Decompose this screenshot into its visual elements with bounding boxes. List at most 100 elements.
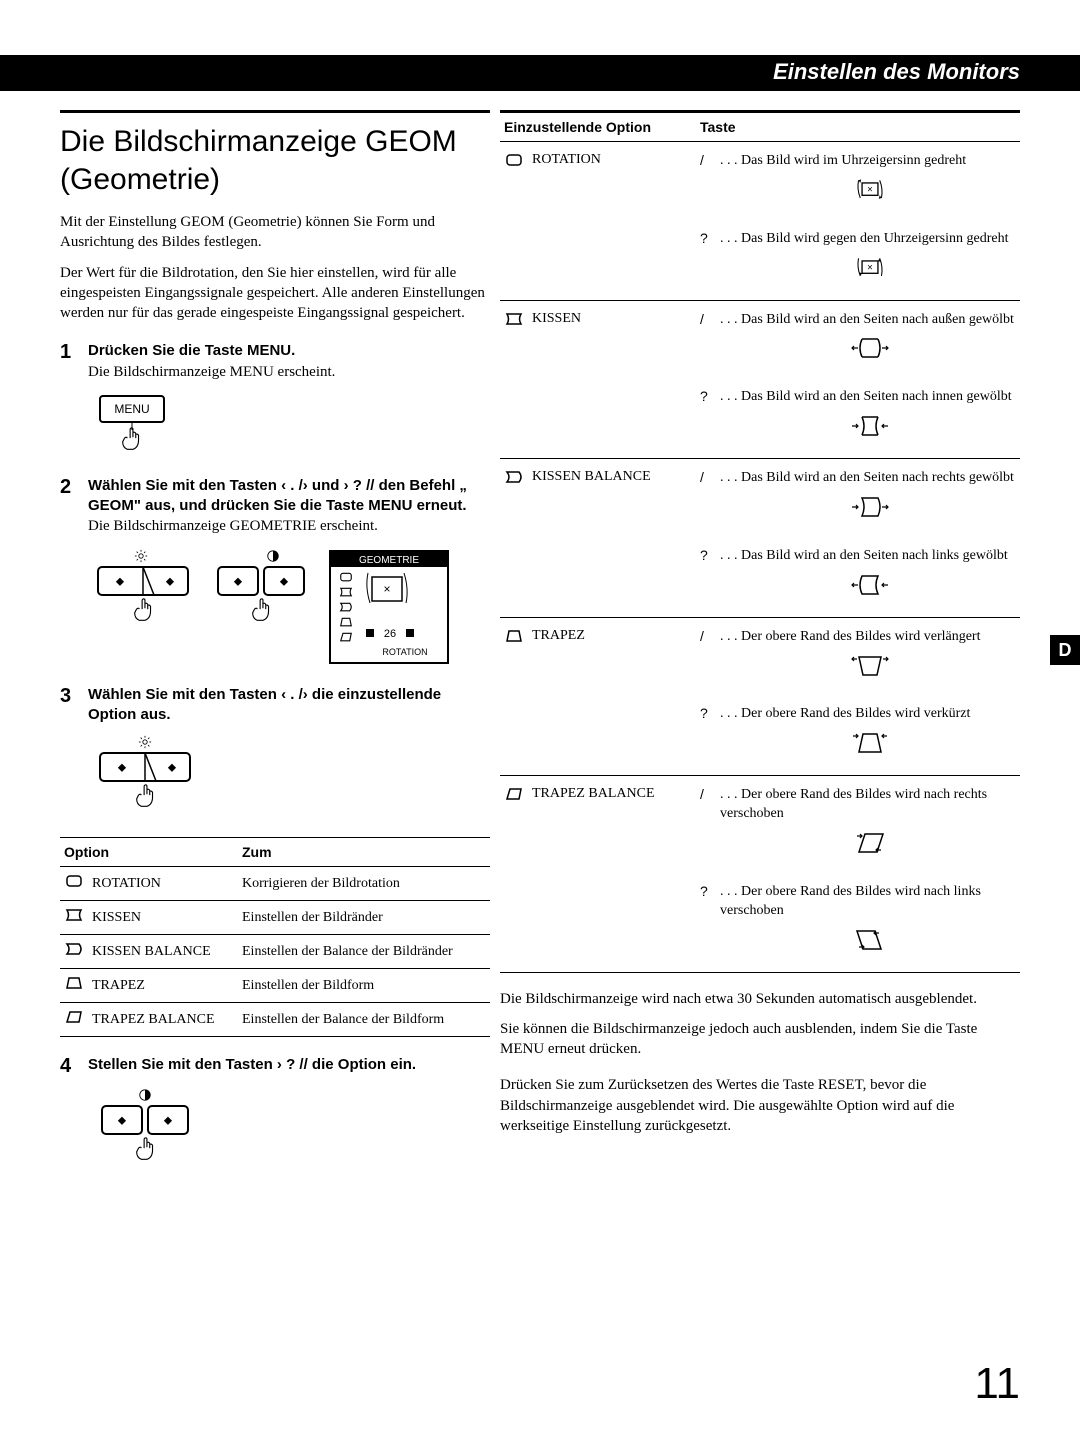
- adjust-symbol: ?: [700, 705, 714, 765]
- adjust-row: TRAPEZ /. . . Der obere Rand des Bildes w…: [500, 618, 1020, 777]
- step-2-title: Wählen Sie mit den Tasten ‹ . /› und › ?…: [88, 476, 490, 517]
- adjust-symbol: ?: [700, 230, 714, 290]
- adjust-option-icon: [504, 786, 524, 802]
- adjust-symbol: /: [700, 469, 714, 529]
- step-1: 1 Drücken Sie die Taste MENU. Die Bildsc…: [60, 341, 490, 382]
- adjust-desc: . . . Der obere Rand des Bildes wird nac…: [720, 883, 1020, 962]
- svg-text:×: ×: [383, 582, 390, 596]
- adjust-option-name: TRAPEZ BALANCE: [532, 786, 655, 802]
- header-title: Einstellen des Monitors: [773, 59, 1020, 85]
- adjust-symbol: /: [700, 311, 714, 371]
- adjust-desc: . . . Das Bild wird gegen den Uhrzeigers…: [720, 230, 1020, 290]
- adjust-row: KISSEN BALANCE /. . . Das Bild wird an de…: [500, 459, 1020, 618]
- menu-button-illus: MENU: [90, 392, 180, 458]
- step-1-text: Die Bildschirmanzeige MENU erscheint.: [88, 362, 490, 382]
- header-band: Einstellen des Monitors: [0, 55, 1080, 91]
- step-2-text: Die Bildschirmanzeige GEOMETRIE erschein…: [88, 516, 490, 536]
- footer-1: Die Bildschirmanzeige wird nach etwa 30 …: [500, 989, 1020, 1009]
- svg-text:⬥: ⬥: [118, 1113, 127, 1127]
- svg-text:⬥: ⬥: [168, 760, 177, 774]
- table-row: TRAPEZ BALANCEEinstellen der Balance der…: [60, 1003, 490, 1037]
- adjust-option-icon: [504, 628, 524, 644]
- single-button-illus: ⬥ ⬥: [90, 735, 200, 817]
- right-column: Einzustellende Option Taste ROTATION/. .…: [500, 110, 1020, 1146]
- footer-3: Drücken Sie zum Zurücksetzen des Wertes …: [500, 1075, 1020, 1136]
- adjust-option-name: KISSEN BALANCE: [532, 469, 651, 485]
- table-row: KISSENEinstellen der Bildränder: [60, 901, 490, 935]
- adjust-head-option: Einzustellende Option: [500, 119, 700, 135]
- step-num: 3: [60, 685, 78, 726]
- options-head-option: Option: [60, 838, 238, 867]
- adjust-desc: . . . Der obere Rand des Bildes wird nac…: [720, 786, 1020, 865]
- adjust-diagram: [720, 651, 1020, 688]
- adjust-option-icon: [504, 152, 524, 168]
- step-1-title: Drücken Sie die Taste MENU.: [88, 341, 490, 361]
- adjust-sub: ?. . . Das Bild wird gegen den Uhrzeiger…: [700, 230, 1020, 290]
- adjust-symbol: /: [700, 786, 714, 865]
- adjust-diagram: [720, 492, 1020, 529]
- adjust-table-head: Einzustellende Option Taste: [500, 110, 1020, 142]
- geom-osd-illus: ⬥ ⬥ ⬥ ⬥ GEOMETRIE ×: [90, 547, 450, 667]
- table-row: TRAPEZEinstellen der Bildform: [60, 969, 490, 1003]
- adjust-option-name: TRAPEZ: [532, 628, 585, 644]
- options-table: Option Zum ROTATIONKorrigieren der Bildr…: [60, 837, 490, 1037]
- adjust-desc: . . . Das Bild wird an den Seiten nach r…: [720, 469, 1020, 529]
- adjust-option-icon: [504, 311, 524, 327]
- option-icon: [60, 1003, 88, 1037]
- adjust-diagram: [720, 925, 1020, 962]
- svg-text:⬥: ⬥: [166, 574, 175, 588]
- adjust-sub: ?. . . Das Bild wird an den Seiten nach …: [700, 388, 1020, 448]
- adjust-sub: /. . . Der obere Rand des Bildes wird na…: [700, 786, 1020, 865]
- svg-text:⬥: ⬥: [280, 574, 289, 588]
- adjust-desc: . . . Das Bild wird im Uhrzeigersinn ged…: [720, 152, 1020, 212]
- option-desc: Korrigieren der Bildrotation: [238, 867, 490, 901]
- adjust-desc: . . . Das Bild wird an den Seiten nach i…: [720, 388, 1020, 448]
- adjust-symbol: /: [700, 152, 714, 212]
- adjust-symbol: /: [700, 628, 714, 688]
- option-name: KISSEN: [88, 901, 238, 935]
- page-title: Die Bildschirmanzeige GEOM (Geometrie): [60, 123, 490, 198]
- step-2: 2 Wählen Sie mit den Tasten ‹ . /› und ›…: [60, 476, 490, 537]
- adjust-desc: . . . Der obere Rand des Bildes wird ver…: [720, 628, 1020, 688]
- adjust-diagram: [720, 253, 1020, 290]
- option-icon: [60, 935, 88, 969]
- adjust-symbol: ?: [700, 547, 714, 607]
- option-desc: Einstellen der Balance der Bildform: [238, 1003, 490, 1037]
- footer-2: Sie können die Bildschirmanzeige jedoch …: [500, 1019, 1020, 1060]
- table-row: ROTATIONKorrigieren der Bildrotation: [60, 867, 490, 901]
- adjust-diagram: [720, 570, 1020, 607]
- adjust-head-taste: Taste: [700, 119, 1020, 135]
- option-name: KISSEN BALANCE: [88, 935, 238, 969]
- option-icon: [60, 901, 88, 935]
- svg-text:ROTATION: ROTATION: [382, 647, 427, 657]
- step-num: 2: [60, 476, 78, 537]
- step-num: 1: [60, 341, 78, 382]
- svg-text:⬥: ⬥: [118, 760, 127, 774]
- adjust-symbol: ?: [700, 883, 714, 962]
- adjust-sub: /. . . Das Bild wird an den Seiten nach …: [700, 311, 1020, 371]
- intro-1: Mit der Einstellung GEOM (Geometrie) kön…: [60, 212, 490, 253]
- option-desc: Einstellen der Bildränder: [238, 901, 490, 935]
- adjust-desc: . . . Das Bild wird an den Seiten nach l…: [720, 547, 1020, 607]
- option-name: TRAPEZ: [88, 969, 238, 1003]
- adjust-sub: /. . . Das Bild wird im Uhrzeigersinn ge…: [700, 152, 1020, 212]
- svg-text:⬥: ⬥: [116, 574, 125, 588]
- page-number: 11: [974, 1359, 1020, 1409]
- step-3: 3 Wählen Sie mit den Tasten ‹ . /› die e…: [60, 685, 490, 726]
- option-icon: [60, 867, 88, 901]
- option-name: ROTATION: [88, 867, 238, 901]
- left-column: Die Bildschirmanzeige GEOM (Geometrie) M…: [60, 110, 490, 1170]
- adjust-option-name: KISSEN: [532, 311, 581, 327]
- option-name: TRAPEZ BALANCE: [88, 1003, 238, 1037]
- option-icon: [60, 969, 88, 1003]
- adjust-symbol: ?: [700, 388, 714, 448]
- option-desc: Einstellen der Balance der Bildränder: [238, 935, 490, 969]
- adjust-diagram: [720, 728, 1020, 765]
- step-2-title-text: Wählen Sie mit den Tasten ‹ . /› und › ?…: [88, 477, 467, 514]
- options-head-zum: Zum: [238, 838, 490, 867]
- step-4: 4 Stellen Sie mit den Tasten › ? // die …: [60, 1055, 490, 1078]
- adjust-row: ROTATION/. . . Das Bild wird im Uhrzeige…: [500, 142, 1020, 301]
- section-tab: D: [1050, 635, 1080, 665]
- adjust-row: TRAPEZ BALANCE /. . . Der obere Rand des …: [500, 776, 1020, 972]
- adjust-sub: /. . . Der obere Rand des Bildes wird ve…: [700, 628, 1020, 688]
